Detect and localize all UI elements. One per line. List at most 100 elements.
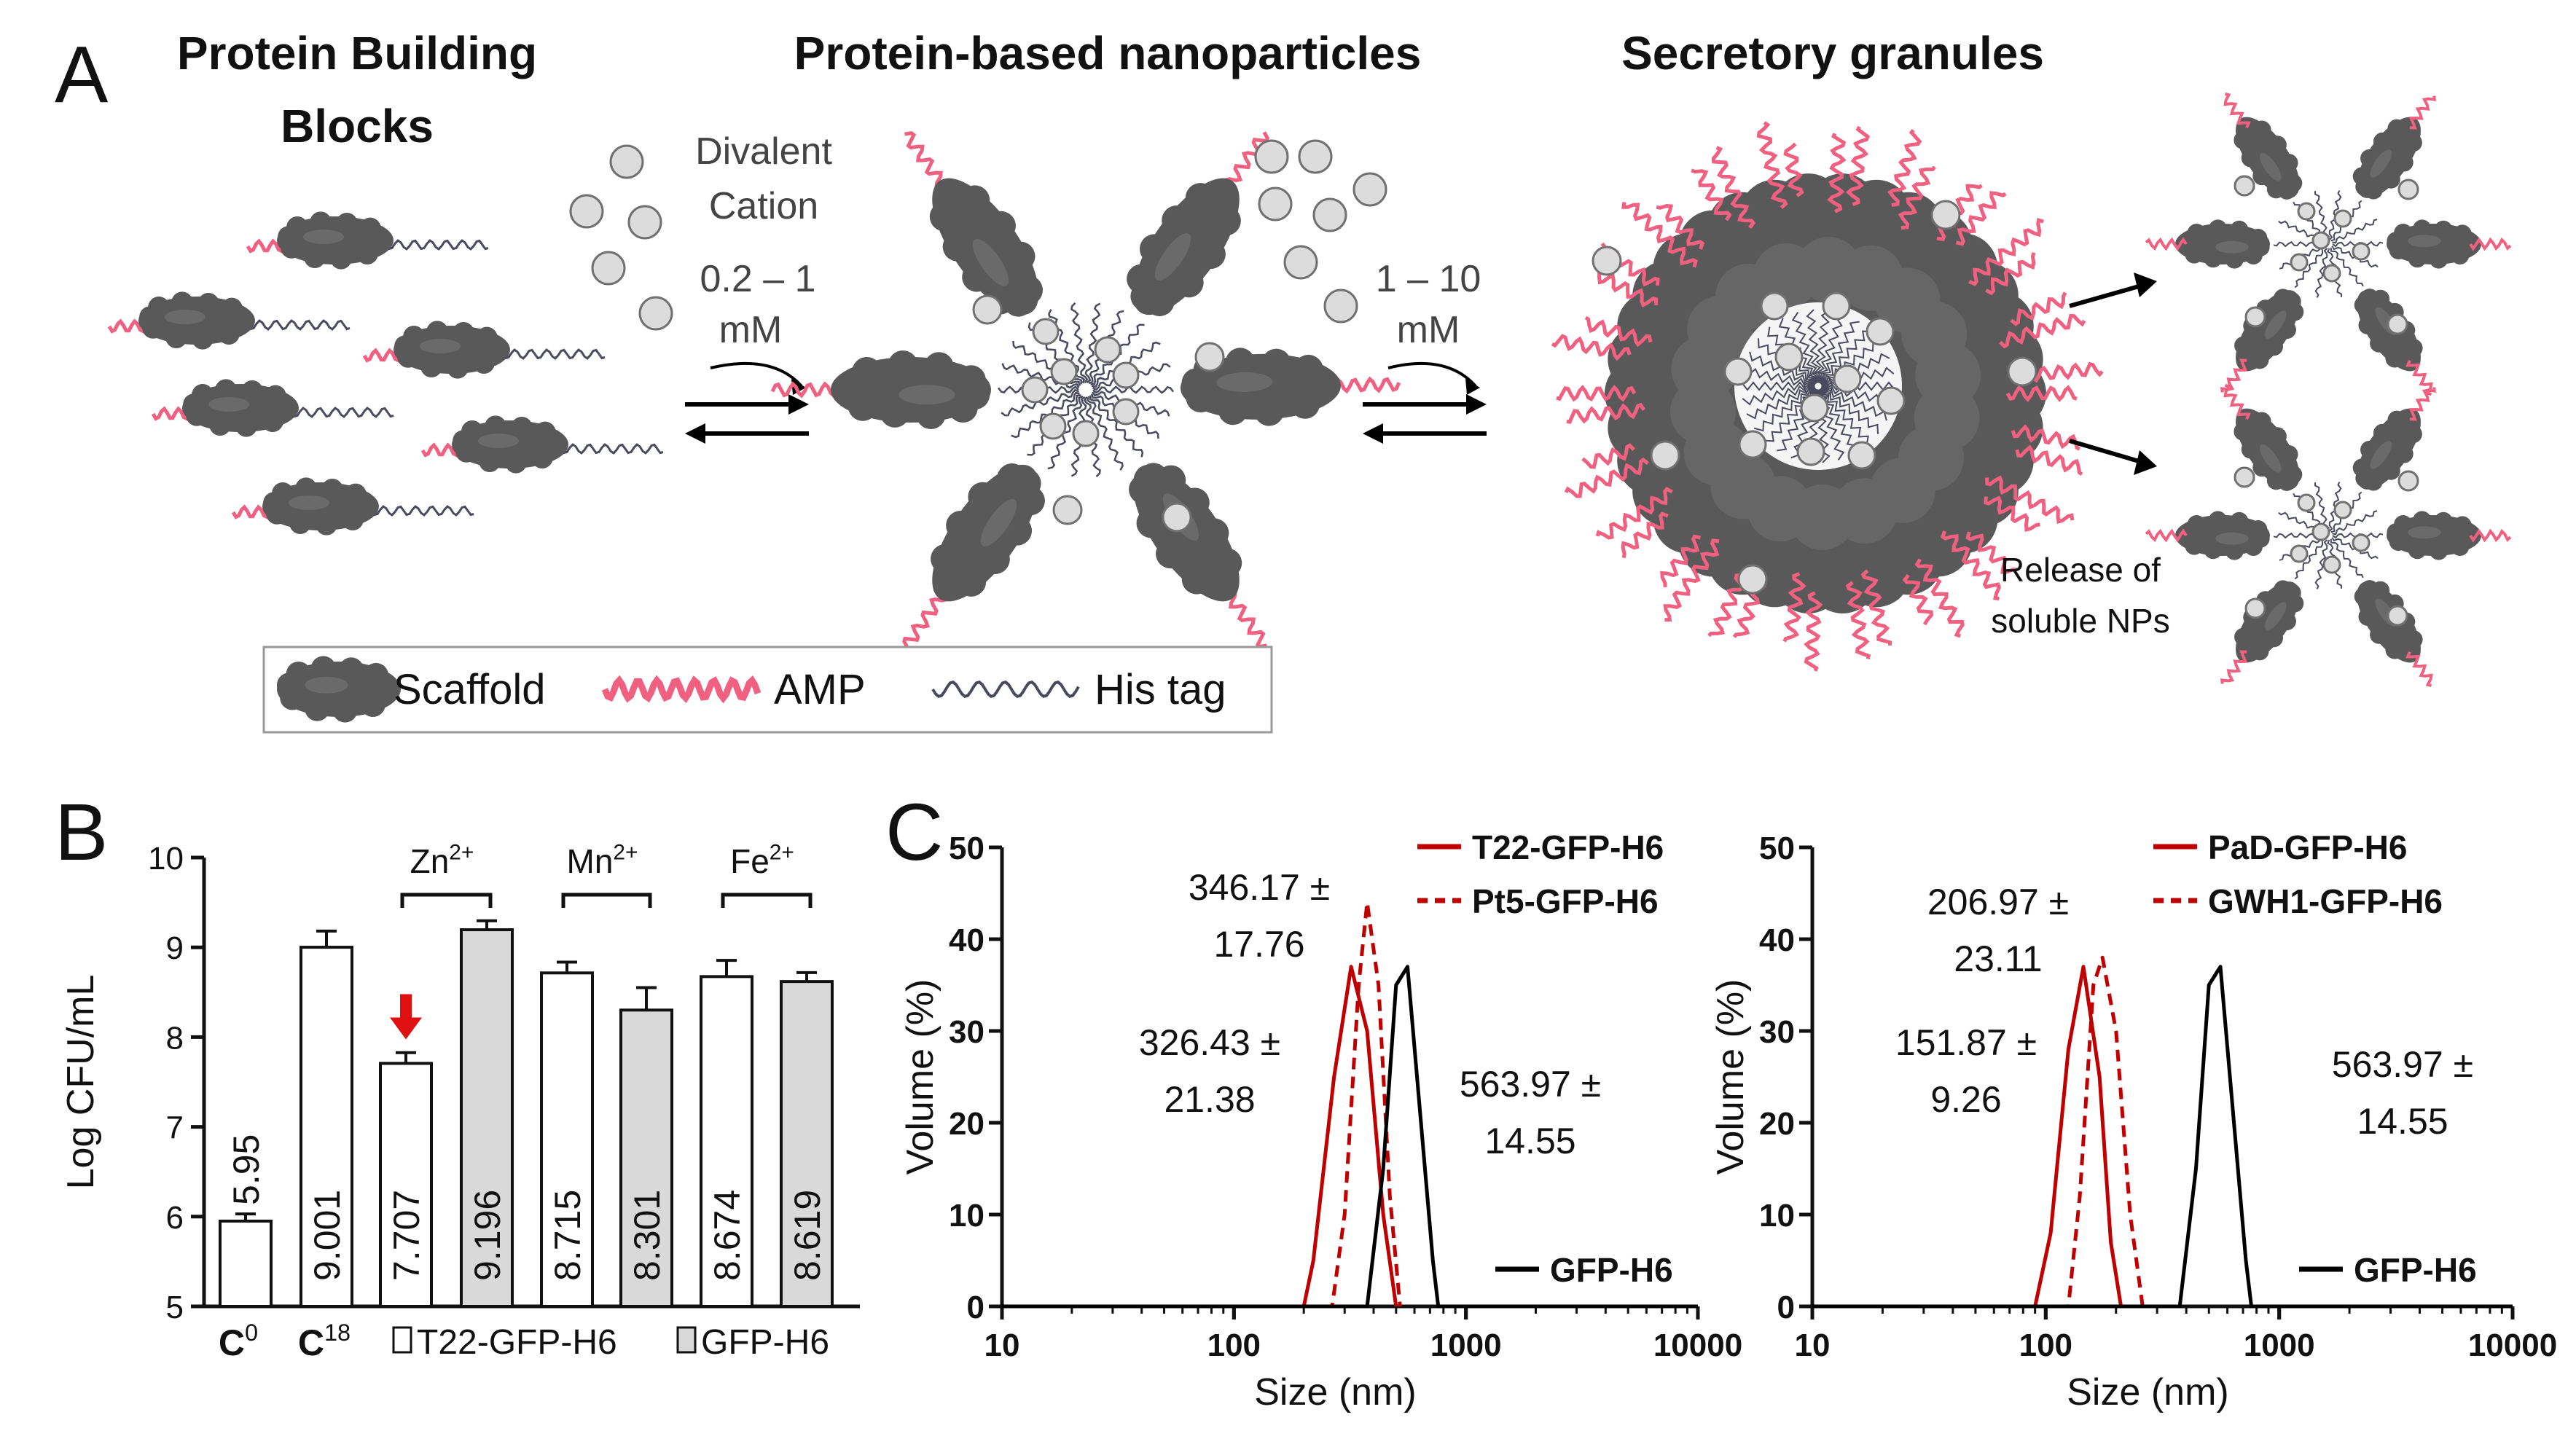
released-ion: [2244, 597, 2266, 619]
c2-series-pad-gfp-h6: [1812, 965, 2123, 1309]
c1-x-tick-label: 1000: [1430, 1328, 1502, 1363]
group-bracket: [400, 893, 493, 908]
c1-annotation-line2: 14.55: [1484, 1121, 1575, 1161]
highlight-arrow-icon: [390, 1017, 422, 1040]
his-tag-tail: [501, 348, 606, 360]
amp-tail: [1595, 487, 1673, 540]
granule-ion: [1833, 364, 1862, 393]
his-tag-core: [1741, 381, 1815, 391]
granule-ion: [1796, 437, 1825, 466]
amp-tail: [2469, 528, 2512, 543]
his-tag-tail: [246, 319, 351, 331]
divalent-cation-ion: [1323, 289, 1358, 323]
his-tag-core: [1820, 330, 1873, 385]
protein-building-block: [452, 415, 568, 474]
c2-x-tick-label: 100: [2019, 1328, 2072, 1363]
c1-legend-t22-gfp-h6: T22-GFP-H6: [1472, 828, 1664, 866]
amp-tail: [1782, 572, 1806, 643]
his-tag-tail: [370, 505, 474, 517]
his-tag-core: [1819, 388, 1869, 446]
released-scaffold: [2175, 219, 2270, 269]
amp-tail: [1551, 334, 1632, 361]
bar-6: [619, 1008, 673, 1308]
c1-annotation-line1: 563.97 ±: [1460, 1064, 1601, 1105]
bar-value-label: 8.301: [627, 1190, 668, 1281]
nanoparticle-ion: [1162, 502, 1192, 533]
his-tag-core: [1791, 312, 1821, 383]
his-tag-legend-icon: [931, 680, 1080, 699]
his-tag-core: [2294, 538, 2326, 580]
released-ion: [2387, 313, 2408, 335]
his-tag-core: [1089, 395, 1144, 458]
amp-tail: [1940, 530, 2002, 601]
his-tag-core: [1814, 310, 1831, 383]
protein-building-block: [394, 321, 510, 379]
amp-tail: [1860, 569, 1892, 646]
amp-tail: [1898, 165, 1936, 230]
his-tag-core: [1070, 302, 1089, 383]
his-tag-tail: [560, 443, 664, 455]
c2-y-axis-title: Volume (%): [1710, 979, 1752, 1175]
bar-7: [700, 975, 753, 1308]
protein-building-block: [277, 211, 394, 270]
amp-tail: [2223, 92, 2251, 129]
c2-x-tick-label: 1000: [2244, 1328, 2315, 1363]
c1-series-t22-gfp-h6: [1002, 965, 1398, 1309]
title-secretory-granules: Secretory granules: [1621, 27, 2044, 79]
his-tag-core: [2294, 246, 2326, 289]
highlight-arrow-shaft: [400, 994, 412, 1019]
his-tag-core: [1746, 384, 1815, 420]
c2-series-gwh1-gfp-h6: [1812, 955, 2145, 1309]
nanoparticle-scaffold: [1129, 463, 1242, 602]
released-scaffold: [2175, 511, 2270, 560]
amp-tail: [107, 318, 148, 334]
amp-tail: [1914, 558, 1965, 638]
arrow1-unit: mM: [719, 309, 783, 351]
amp-tail: [1756, 121, 1788, 209]
legend-swatch-white: [392, 1326, 412, 1354]
his-tag-core: [1047, 395, 1084, 470]
divalent-cation-ion: [591, 251, 626, 286]
amp-tail: [1845, 581, 1871, 659]
granule-ion: [1650, 440, 1680, 471]
nanoparticle-ion: [1052, 495, 1083, 525]
amp-tail: [1965, 531, 2017, 574]
amp-tail: [2220, 650, 2248, 684]
bar-3: [379, 1062, 433, 1308]
equilibrium-arrows-2: [1363, 394, 1487, 444]
released-scaffold: [2354, 289, 2423, 372]
c2-annotation-line2: 23.11: [1954, 938, 2042, 979]
equilibrium-arrows-1: [685, 394, 809, 444]
c2-annotation-line1: 151.87 ±: [1895, 1022, 2037, 1063]
core-ion: [1050, 358, 1078, 385]
bar-value-label: 8.619: [787, 1190, 828, 1281]
amp-tail: [1596, 267, 1659, 308]
amp-tail: [1660, 534, 1701, 587]
core-ion: [1112, 398, 1140, 426]
released-ion: [2297, 202, 2316, 221]
c1-y-tick-label: 0: [967, 1290, 984, 1325]
c2-y-tick-label: 20: [1759, 1106, 1795, 1142]
protein-building-block: [182, 379, 299, 437]
title-nanoparticles: Protein-based nanoparticles: [794, 27, 1422, 79]
core-ion: [1021, 376, 1049, 404]
granule-ion: [2007, 356, 2037, 387]
protein-building-block: [262, 477, 379, 536]
released-ion: [2244, 306, 2266, 328]
released-ion: [2352, 533, 2371, 552]
released-ion: [2322, 555, 2341, 574]
b-y-tick-label: 8: [166, 1020, 184, 1056]
release-arrow: [2069, 439, 2140, 463]
amp-tail: [1804, 591, 1823, 672]
divalent-cation-ion: [1298, 139, 1333, 174]
bar-value-label: 7.707: [386, 1190, 427, 1281]
his-tag-core: [1084, 302, 1101, 384]
released-ion: [2311, 231, 2330, 250]
granule-ion: [1930, 200, 1961, 230]
released-ion: [2322, 264, 2341, 283]
amp-tail: [1556, 385, 1637, 402]
granule-ion: [1800, 393, 1829, 423]
released-scaffold: [2387, 219, 2481, 269]
his-tag-core: [1820, 340, 1883, 387]
title-building-blocks: Protein Building: [177, 27, 537, 79]
